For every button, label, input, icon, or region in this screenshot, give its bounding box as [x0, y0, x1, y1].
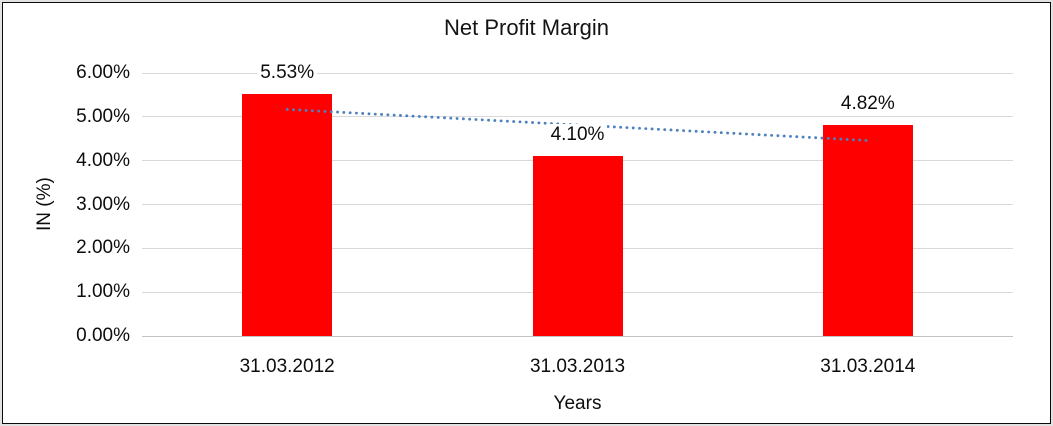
- bar: [822, 124, 913, 336]
- gridline: [142, 72, 1013, 74]
- bar-data-label: 4.10%: [547, 124, 608, 147]
- bar: [242, 93, 333, 336]
- bar-data-label: 5.53%: [257, 61, 318, 84]
- y-tick-label: 5.00%: [76, 105, 130, 127]
- x-tick-label: 31.03.2012: [239, 356, 335, 377]
- x-axis-line: [142, 335, 1013, 337]
- plot-area: 5.53% 4.10% 4.82%: [142, 61, 1013, 337]
- x-axis-title: Years: [553, 393, 602, 414]
- x-tick-label: 31.03.2013: [529, 356, 626, 377]
- x-tick-label: 31.03.2014: [820, 356, 916, 377]
- bar-data-label: 4.82%: [837, 92, 898, 115]
- y-tick-label: 2.00%: [76, 237, 130, 259]
- y-tick-label: 3.00%: [76, 193, 130, 215]
- y-tick-label: 6.00%: [76, 62, 130, 83]
- y-tick-label: 4.00%: [76, 149, 130, 171]
- bar: [532, 156, 623, 336]
- y-tick-label: 1.00%: [76, 281, 130, 303]
- chart-title: Net Profit Margin: [443, 15, 610, 40]
- gridline: [142, 116, 1013, 118]
- y-tick-label: 0.00%: [76, 325, 130, 346]
